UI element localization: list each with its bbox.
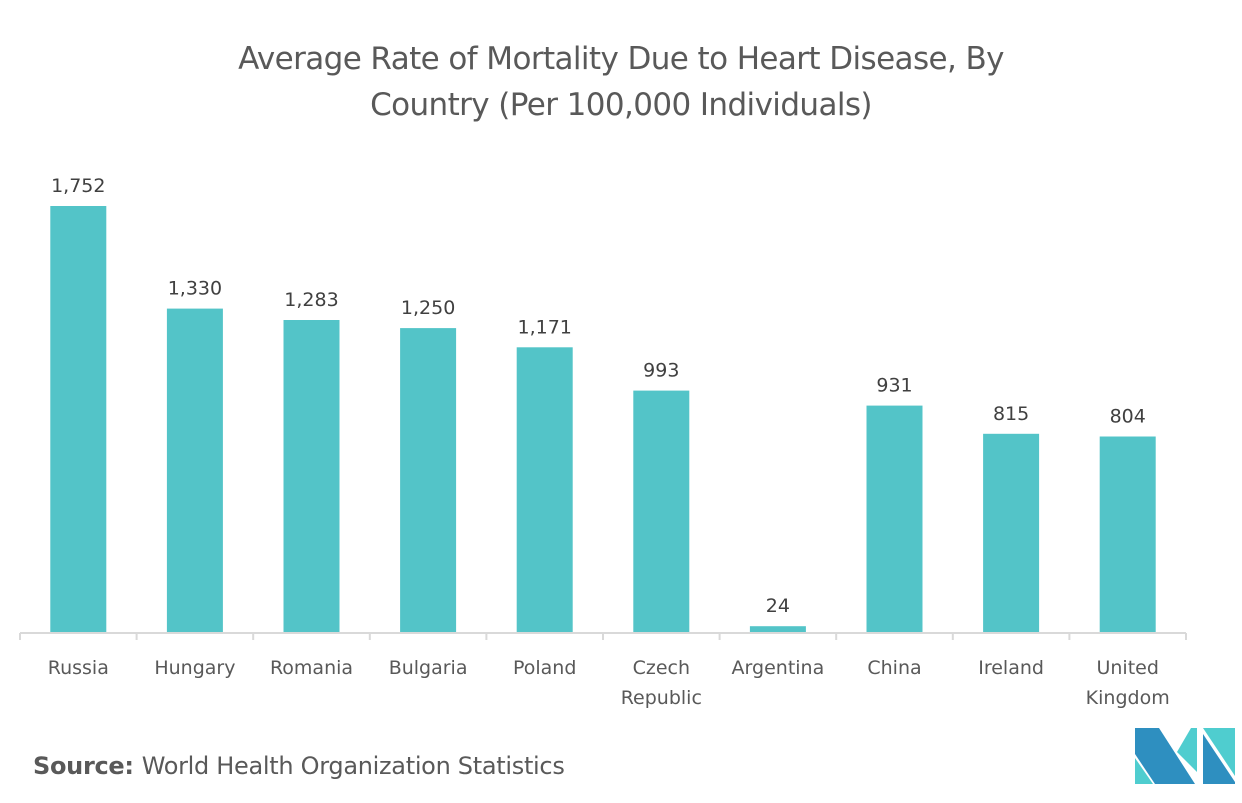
bar-czech-republic (633, 390, 690, 632)
bar-poland (516, 347, 573, 632)
data-label: 931 (876, 375, 912, 397)
logo-shape-1 (1135, 728, 1195, 784)
logo-shape-3 (1177, 728, 1197, 772)
bar-ireland (983, 433, 1040, 632)
x-tick-label: Czech (633, 657, 690, 679)
x-axis (19, 632, 1187, 640)
bars-layer (50, 206, 1156, 632)
x-tick-label: Russia (48, 657, 109, 679)
logo-shape-5 (1203, 734, 1235, 784)
data-label: 1,283 (284, 289, 338, 311)
data-label: 1,250 (401, 297, 455, 319)
bar-china (866, 405, 923, 632)
x-tick-label: Ireland (978, 657, 1044, 679)
source-note: Source: World Health Organization Statist… (33, 752, 565, 780)
data-label: 815 (993, 403, 1029, 425)
bar-united-kingdom (1099, 436, 1156, 632)
x-tick-labels-layer: Russia Hungary Romania Bulgaria Poland Czech R… (48, 657, 1170, 709)
chart-title-line-1: Average Rate of Mortality Due to Heart D… (238, 41, 1004, 77)
logo-shape-2 (1135, 758, 1153, 784)
source-text: World Health Organization Statistics (141, 752, 565, 780)
x-tick-label: Hungary (154, 657, 235, 679)
logo-shape-4 (1203, 728, 1235, 776)
data-label: 804 (1110, 406, 1146, 428)
data-label: 993 (643, 360, 679, 382)
x-tick-label: United (1096, 657, 1158, 679)
bar-romania (283, 320, 340, 632)
data-label: 24 (766, 595, 790, 617)
source-label: Source: (33, 752, 134, 780)
bar-russia (50, 206, 107, 632)
x-tick-label: Kingdom (1086, 687, 1170, 709)
bar-bulgaria (400, 328, 457, 632)
x-tick-label: Bulgaria (389, 657, 468, 679)
x-tick-label: China (867, 657, 921, 679)
x-tick-label: Romania (270, 657, 353, 679)
data-labels-layer: 1,752 1,330 1,283 1,250 1,171 993 24 931 815 804 (51, 175, 1146, 617)
x-tick-label: Republic (621, 687, 702, 709)
company-logo (1135, 728, 1235, 784)
chart-title: Average Rate of Mortality Due to Heart D… (0, 36, 1242, 128)
x-tick-label: Poland (513, 657, 576, 679)
data-label: 1,752 (51, 175, 105, 197)
bar-argentina (749, 626, 806, 632)
bar-hungary (166, 308, 223, 632)
x-tick-label: Argentina (732, 657, 825, 679)
data-label: 1,171 (517, 316, 571, 338)
chart-title-line-2: Country (Per 100,000 Individuals) (370, 87, 872, 123)
data-label: 1,330 (168, 278, 222, 300)
